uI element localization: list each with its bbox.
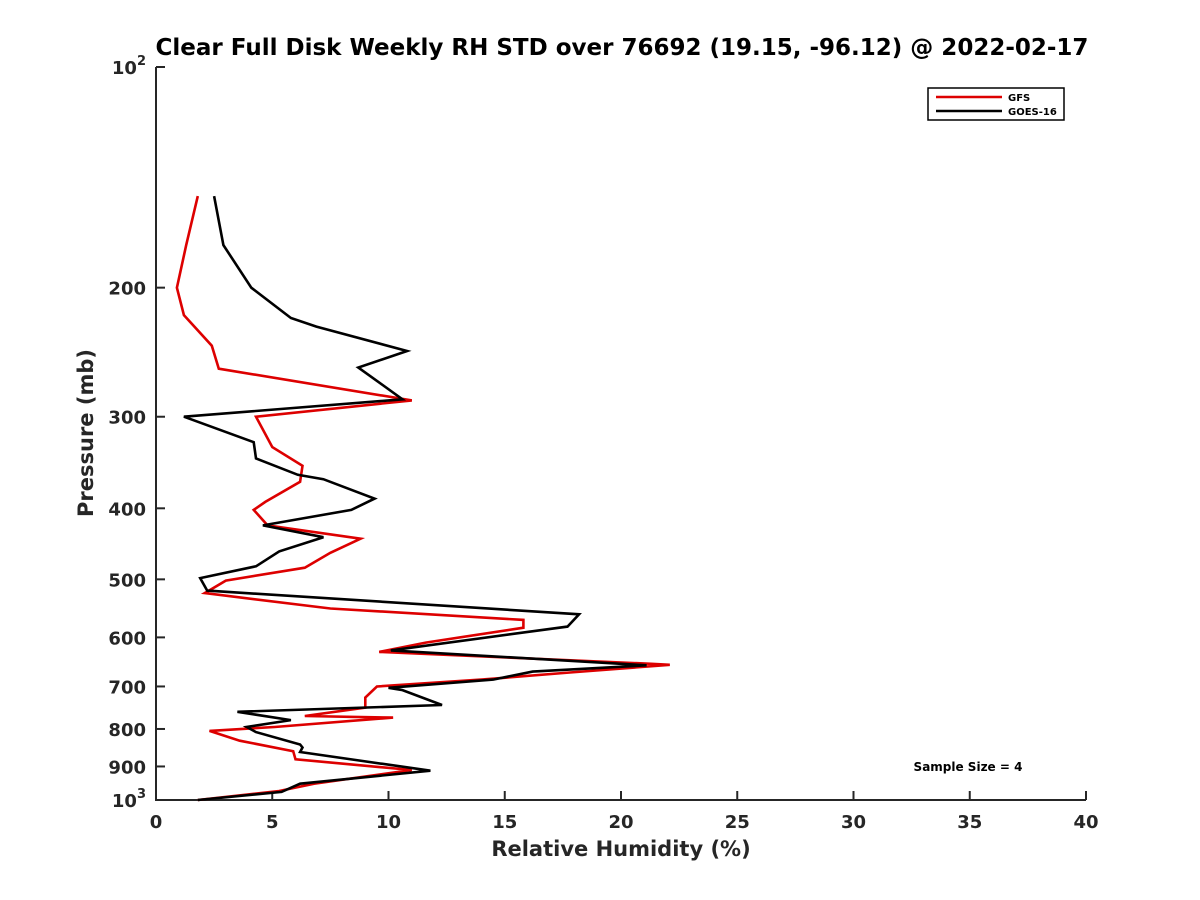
x-axis-label: Relative Humidity (%) [491,837,750,861]
legend-label-goes-16: GOES-16 [1008,107,1057,118]
y-tick-label: 600 [108,628,146,649]
x-tick-label: 15 [492,812,517,833]
x-tick-label: 5 [266,812,279,833]
y-tick-label: 200 [108,279,146,300]
y-tick-label: 102 [112,54,146,79]
y-tick-label: 300 [108,408,146,429]
x-tick-label: 0 [150,812,163,833]
y-tick-label: 400 [108,499,146,520]
sample-size-annotation: Sample Size = 4 [914,760,1023,774]
x-tick-label: 10 [376,812,401,833]
x-tick-label: 35 [957,812,982,833]
y-tick-label-base: 10 [112,791,137,812]
x-tick-label: 30 [841,812,866,833]
y-tick-label: 103 [112,787,146,812]
y-tick-label: 800 [108,720,146,741]
y-tick-label-exponent: 3 [137,787,146,802]
axis-ticks: 0 5 10 15 20 25 30 35 40102200300400500600700800… [108,54,1098,833]
x-tick-label: 40 [1073,812,1098,833]
y-tick-label: 500 [108,570,146,591]
y-tick-label: 900 [108,757,146,778]
chart-title: Clear Full Disk Weekly RH STD over 76692… [156,35,1089,61]
x-tick-label: 20 [608,812,633,833]
legend-box [927,87,1065,121]
y-tick-label-exponent: 2 [137,54,146,69]
y-axis-label: Pressure (mb) [74,349,98,517]
y-tick-label-base: 10 [112,58,137,79]
data-series [175,195,670,802]
y-tick-label: 700 [108,677,146,698]
series-line-gfs [175,195,670,802]
x-tick-label: 25 [725,812,750,833]
legend: GFS GOES-16 [927,87,1065,121]
legend-label-gfs: GFS [1008,93,1030,104]
series-line-goes-16 [183,195,647,802]
